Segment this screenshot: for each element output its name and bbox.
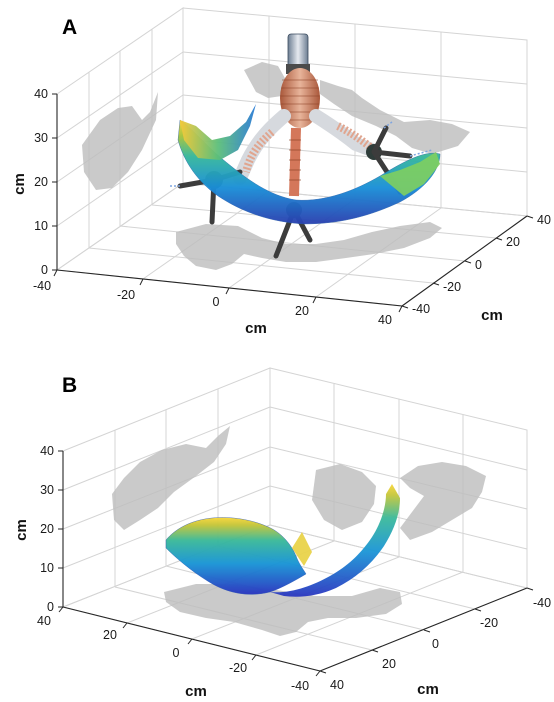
panel-a-surface (177, 104, 441, 225)
panel-b-projections (112, 426, 486, 636)
panel-b-x-tick: 0 (173, 646, 180, 660)
panel-a-back-wall-shadow-right (320, 80, 470, 154)
panel-a-x-tick: -40 (33, 279, 51, 293)
panel-b-z-tick: 30 (40, 483, 54, 497)
panel-a-y-tick: -40 (412, 302, 430, 316)
panel-b-x-tick: 20 (103, 628, 117, 642)
panel-a-z-axis-label: cm (11, 173, 28, 195)
panel-a-y-tick: -20 (443, 280, 461, 294)
panel-b-axes (58, 450, 534, 677)
panel-b-surface-body (165, 517, 307, 595)
panel-a: A (11, 7, 551, 337)
panel-b-surface-tail (270, 484, 400, 597)
panel-a-z-tick: 0 (41, 263, 48, 277)
panel-a-left-wall-shadow (82, 92, 158, 190)
panel-b-surface (165, 484, 400, 597)
panel-a-x-axis-label: cm (245, 320, 267, 337)
panel-b-z-tick: 20 (40, 522, 54, 536)
panel-a-y-tick: 20 (506, 235, 520, 249)
panel-a-x-tick: 40 (378, 313, 392, 327)
panel-b-y-tick: -20 (480, 616, 498, 630)
panel-b-label: B (62, 374, 77, 397)
panel-b-z-axis-label: cm (13, 519, 30, 541)
panel-a-surface-band (177, 119, 441, 225)
panel-b-y-axis-label: cm (417, 681, 439, 698)
panel-a-surface-right-wing (380, 152, 440, 196)
panel-b-z-tick: 0 (47, 600, 54, 614)
panel-b-left-wall-shadow (112, 426, 230, 530)
panel-a-z-tick: 10 (34, 219, 48, 233)
panel-b: B (13, 367, 551, 700)
panel-a-label: A (62, 16, 77, 39)
panel-a-x-tick: 20 (295, 304, 309, 318)
panel-a-projections (82, 62, 470, 270)
panel-a-axes (52, 93, 534, 313)
panel-a-z-tick: 40 (34, 87, 48, 101)
panel-b-x-tick: -40 (291, 679, 309, 693)
panel-b-z-tick: 40 (40, 444, 54, 458)
panel-b-z-tick: 10 (40, 561, 54, 575)
panel-a-z-tick: 20 (34, 175, 48, 189)
panel-b-tick-labels: 0 10 20 30 40 40 20 0 -20 -40 40 20 0 -2… (37, 444, 551, 693)
panel-b-surface-flap (292, 532, 312, 566)
panel-a-surface-left-wing (180, 104, 256, 160)
panel-a-y-tick: 0 (475, 258, 482, 272)
panel-a-x-tick: 0 (213, 295, 220, 309)
panel-a-z-tick: 30 (34, 131, 48, 145)
panel-a-tick-labels: 0 10 20 30 40 -40 -20 0 20 40 -40 -20 0 … (33, 87, 551, 327)
panel-b-x-axis-label: cm (185, 683, 207, 700)
panel-b-x-tick: -20 (229, 661, 247, 675)
panel-b-y-tick: 40 (330, 678, 344, 692)
panel-a-floor-shadow (176, 222, 442, 270)
panel-b-y-tick: 0 (432, 637, 439, 651)
panel-b-y-tick: 20 (382, 657, 396, 671)
panel-a-y-axis-label: cm (481, 307, 503, 324)
panel-b-back-wall-shadow-right (400, 462, 486, 540)
panel-a-y-tick: 40 (537, 213, 551, 227)
panel-b-floor-shadow (164, 584, 402, 636)
panel-b-back-wall-shadow-left (312, 464, 376, 530)
panel-b-y-tick: -40 (533, 596, 551, 610)
panel-a-x-tick: -20 (117, 288, 135, 302)
panel-b-x-tick: 40 (37, 614, 51, 628)
